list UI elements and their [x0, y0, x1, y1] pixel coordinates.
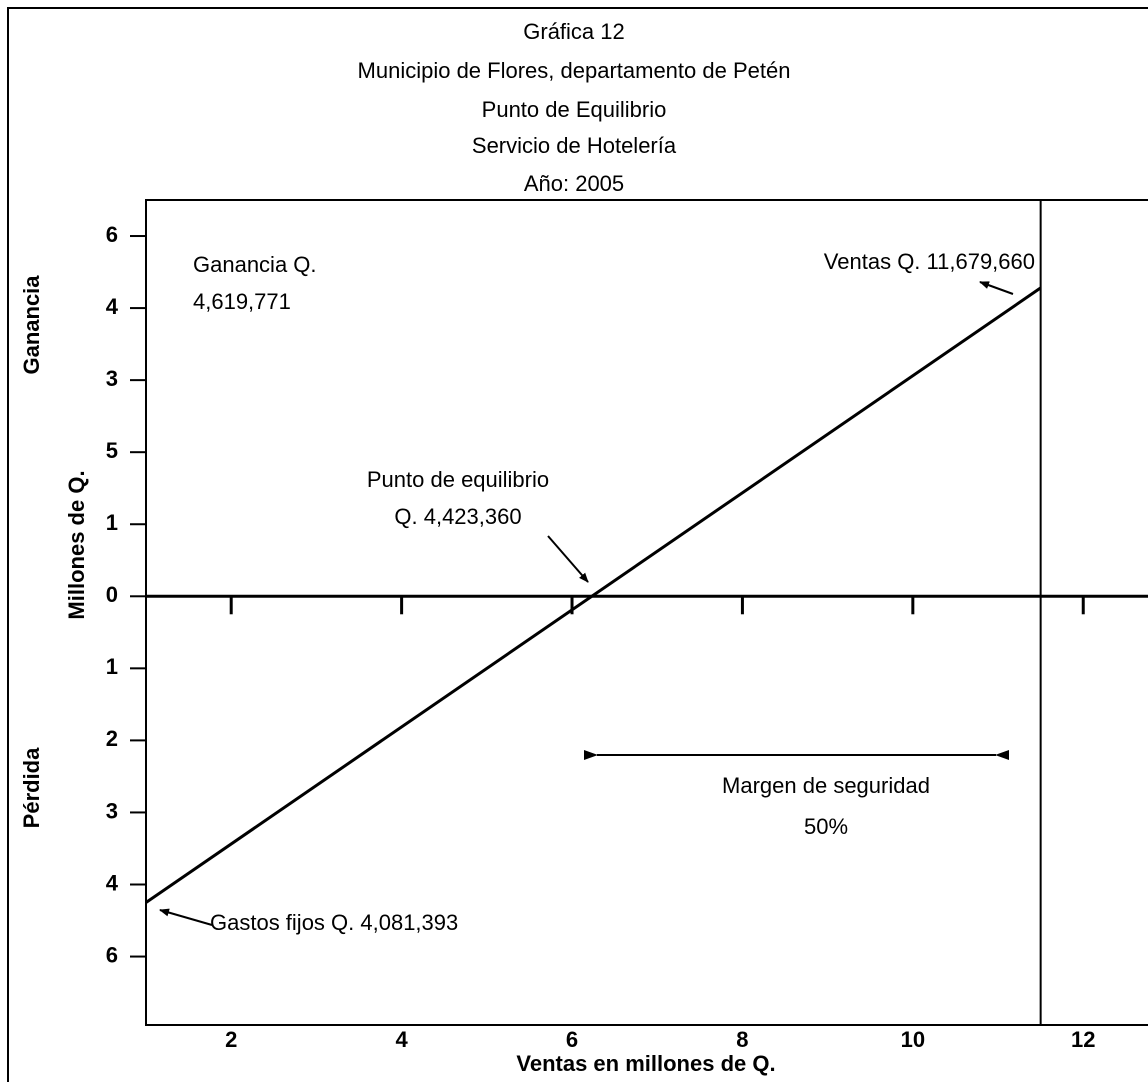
annotation: Margen de seguridad	[722, 773, 930, 798]
x-tick-label: 12	[1071, 1027, 1095, 1052]
title-line: Año: 2005	[524, 171, 624, 196]
data-line	[145, 286, 1042, 904]
plot-area	[145, 199, 1148, 1026]
title-line: Gráfica 12	[523, 19, 625, 44]
y-tick-label: 6	[106, 222, 118, 247]
annotation-arrow	[547, 535, 589, 583]
x-tick-label: 4	[395, 1027, 408, 1052]
frame	[7, 7, 1148, 1082]
annotation-arrow	[159, 908, 213, 926]
x-tick-label: 8	[736, 1027, 748, 1052]
y-tick-label: 0	[106, 582, 118, 607]
annotation: Ganancia Q.	[193, 252, 317, 277]
annotation: 4,619,771	[193, 289, 291, 314]
annotation-arrow	[979, 281, 1014, 295]
y-tick-label: 2	[106, 726, 118, 751]
annotation: Gastos fijos Q. 4,081,393	[210, 910, 458, 935]
x-tick-label: 10	[901, 1027, 925, 1052]
y-axis-label: Millones de Q.	[64, 470, 89, 619]
y-tick-label: 5	[106, 438, 118, 463]
y-tick-label: 4	[106, 870, 119, 895]
y-region-label: Ganancia	[19, 275, 44, 375]
y-tick-label: 1	[106, 654, 118, 679]
y-tick-label: 6	[106, 942, 118, 967]
y-tick-label: 1	[106, 510, 118, 535]
title-line: Servicio de Hotelería	[472, 133, 677, 158]
title-line: Punto de Equilibrio	[482, 97, 667, 122]
annotation: Ventas Q. 11,679,660	[824, 249, 1035, 274]
annotation: 50%	[804, 814, 848, 839]
annotation: Punto de equilibrio	[367, 467, 549, 492]
annotation: Q. 4,423,360	[394, 504, 521, 529]
y-region-label: Pérdida	[19, 747, 44, 828]
x-tick-label: 2	[225, 1027, 237, 1052]
x-tick-label: 6	[566, 1027, 578, 1052]
y-tick-label: 4	[106, 294, 119, 319]
y-tick-label: 3	[106, 366, 118, 391]
x-axis-label: Ventas en millones de Q.	[516, 1051, 775, 1076]
y-tick-label: 3	[106, 798, 118, 823]
title-line: Municipio de Flores, departamento de Pet…	[358, 58, 791, 83]
